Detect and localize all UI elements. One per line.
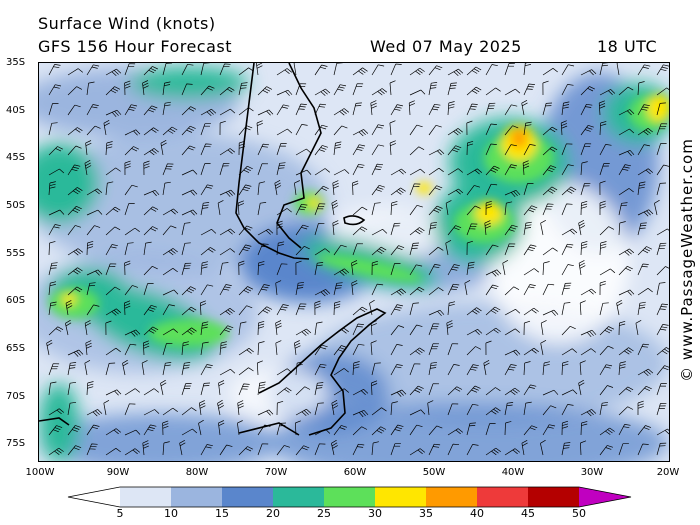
lat-label-75s: 75S xyxy=(6,438,26,449)
credit-label: © www.PassageWeather.com xyxy=(676,95,698,425)
legend-tick-10: 10 xyxy=(164,507,178,520)
map-title: Surface Wind (knots) xyxy=(38,14,216,33)
lon-label-30w: 30W xyxy=(580,467,604,478)
legend-swatch-30-35 xyxy=(375,487,426,507)
legend-swatch-under-5 xyxy=(68,487,120,507)
color-legend xyxy=(67,486,632,508)
legend-swatch-25-30 xyxy=(324,487,375,507)
legend-swatch-45-50 xyxy=(528,487,579,507)
legend-swatch-35-40 xyxy=(426,487,477,507)
legend-swatch-15-20 xyxy=(222,487,273,507)
legend-tick-45: 45 xyxy=(521,507,535,520)
legend-tick-5: 5 xyxy=(116,507,124,520)
lon-label-40w: 40W xyxy=(501,467,525,478)
legend-tick-20: 20 xyxy=(266,507,280,520)
lat-label-55s: 55S xyxy=(6,248,26,259)
legend-swatch-20-25 xyxy=(273,487,324,507)
lat-label-65s: 65S xyxy=(6,343,26,354)
lon-label-60w: 60W xyxy=(343,467,367,478)
forecast-time: 18 UTC xyxy=(597,37,658,56)
legend-tick-40: 40 xyxy=(470,507,484,520)
lat-label-45s: 45S xyxy=(6,152,26,163)
lat-label-60s: 60S xyxy=(6,295,26,306)
lat-label-70s: 70S xyxy=(6,391,26,402)
wind-field xyxy=(39,63,669,461)
wind-map xyxy=(38,62,670,462)
lon-label-50w: 50W xyxy=(422,467,446,478)
legend-swatch-5-10 xyxy=(120,487,171,507)
legend-tick-50: 50 xyxy=(572,507,586,520)
credit-text: © www.PassageWeather.com xyxy=(678,138,696,382)
lat-label-50s: 50S xyxy=(6,200,26,211)
lon-label-80w: 80W xyxy=(185,467,209,478)
legend-tick-25: 25 xyxy=(317,507,331,520)
forecast-label: GFS 156 Hour Forecast xyxy=(38,37,233,56)
lon-label-90w: 90W xyxy=(106,467,130,478)
lon-label-70w: 70W xyxy=(264,467,288,478)
lon-label-100w: 100W xyxy=(25,467,55,478)
legend-tick-30: 30 xyxy=(368,507,382,520)
lon-label-20w: 20W xyxy=(656,467,680,478)
lat-label-35s: 35S xyxy=(6,57,26,68)
legend-swatch-10-15 xyxy=(171,487,222,507)
wind-barbs xyxy=(46,63,669,456)
lat-label-40s: 40S xyxy=(6,105,26,116)
forecast-date: Wed 07 May 2025 xyxy=(370,37,522,56)
legend-swatch-over-50 xyxy=(579,487,631,507)
legend-tick-35: 35 xyxy=(419,507,433,520)
legend-swatch-40-45 xyxy=(477,487,528,507)
legend-tick-15: 15 xyxy=(215,507,229,520)
